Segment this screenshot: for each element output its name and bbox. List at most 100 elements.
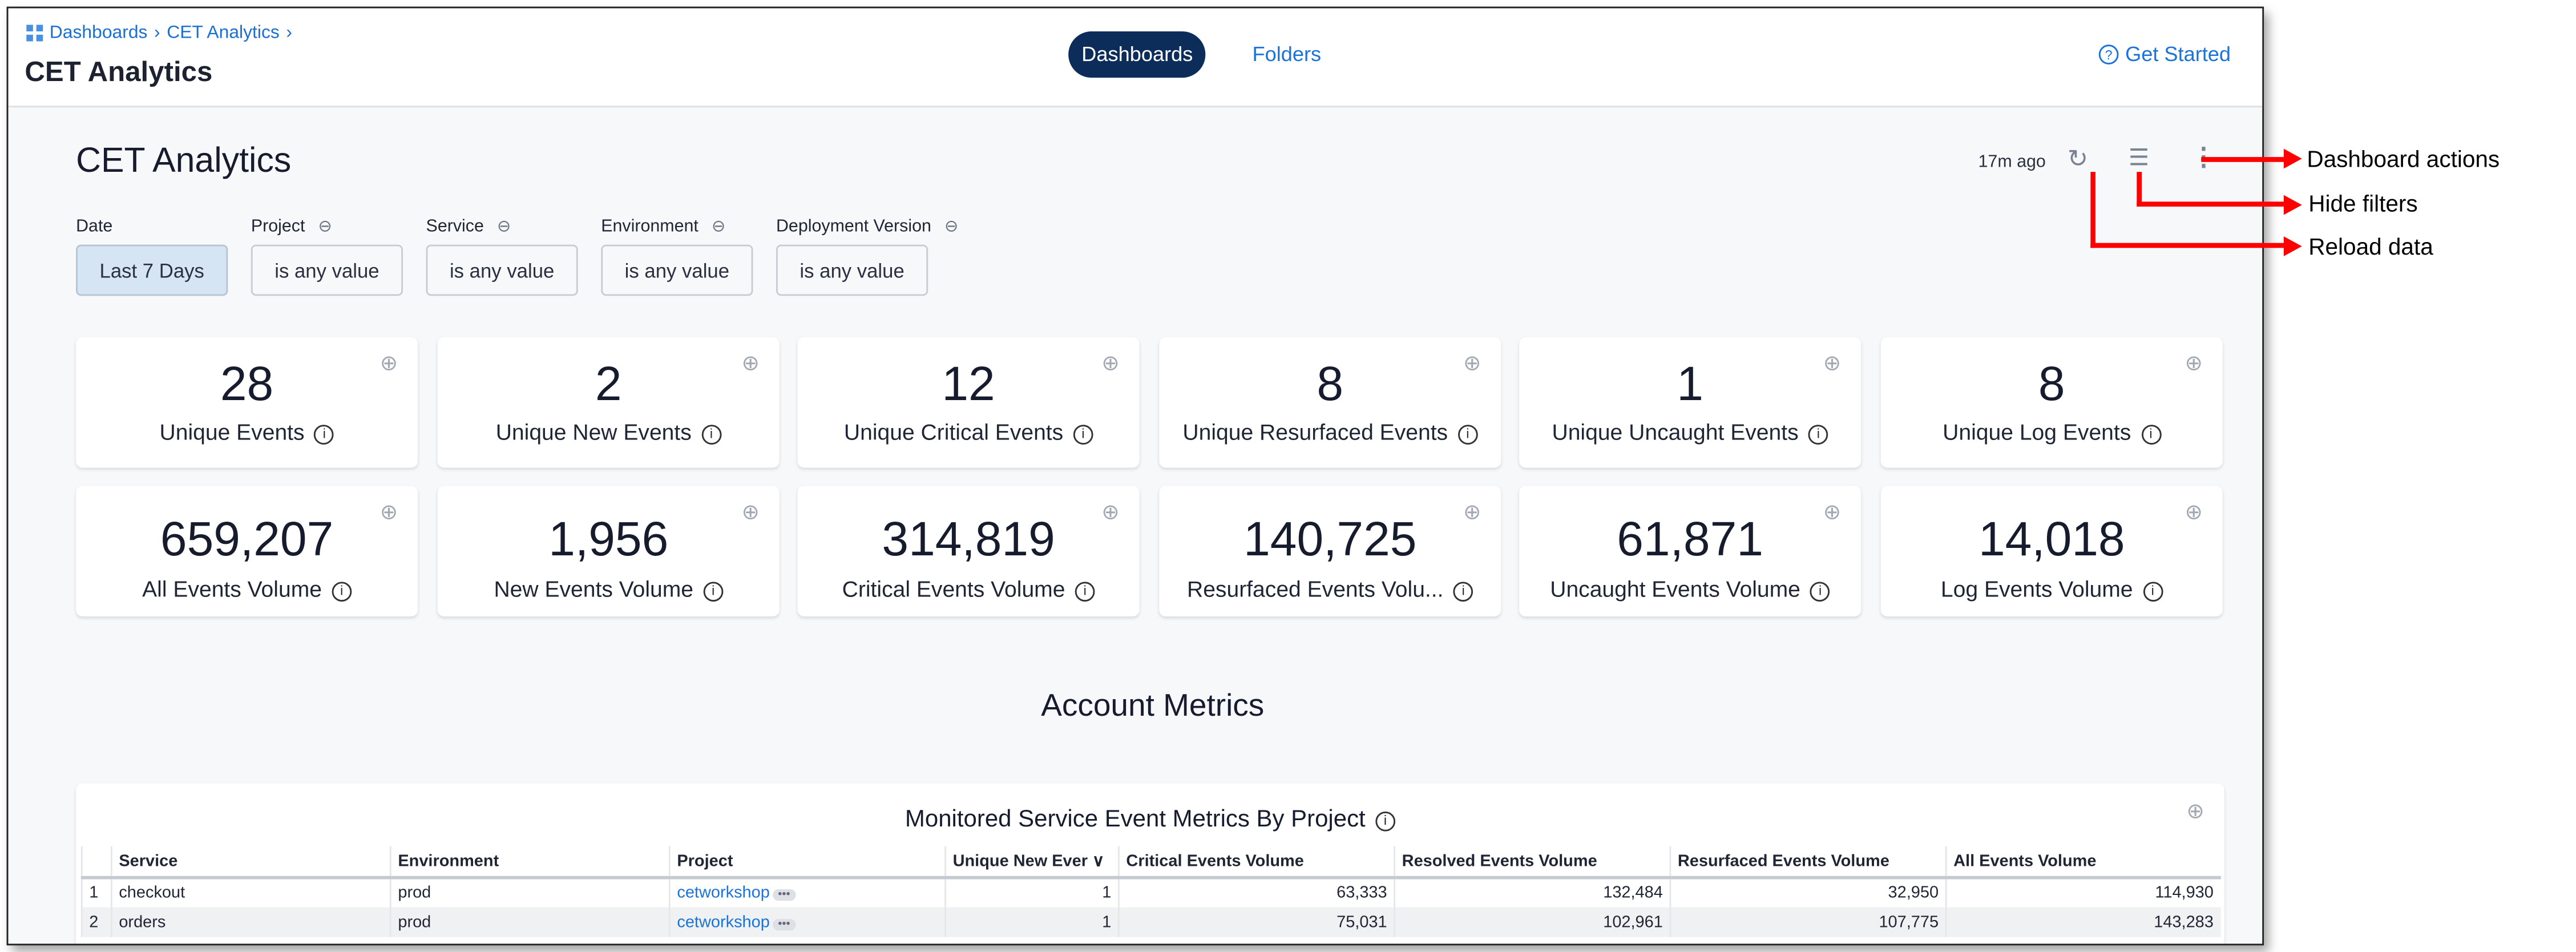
info-icon[interactable]: i [1375, 810, 1395, 831]
info-icon[interactable]: i [1075, 580, 1095, 601]
breadcrumb-dashboards[interactable]: Dashboards [49, 23, 148, 43]
metric-tile[interactable]: 659,207 All Events Volume i ⊕ [76, 486, 418, 617]
metrics-table: Service Environment Project Unique New E… [80, 846, 2220, 937]
metric-value: 1 [1677, 358, 1703, 412]
metric-value: 12 [942, 358, 995, 412]
metric-value: 61,871 [1617, 514, 1763, 567]
annotation-dashboard-actions: Dashboard actions [2307, 145, 2500, 172]
filter-icon[interactable]: ☰ [2128, 143, 2150, 171]
column-header[interactable]: Resurfaced Events Volume [1669, 846, 1947, 880]
metric-tile[interactable]: 8 Unique Log Events i ⊕ [1880, 337, 2223, 468]
globe-icon[interactable]: ⊕ [2185, 350, 2203, 376]
globe-icon[interactable]: ⊕ [1463, 350, 1481, 376]
table-cell: prod [389, 877, 670, 907]
environment-filter[interactable]: is any value [601, 244, 753, 296]
reload-icon[interactable]: ↻ [2067, 145, 2089, 174]
metric-tile[interactable]: 28 Unique Events i ⊕ [76, 337, 418, 468]
metric-tile[interactable]: 61,871 Uncaught Events Volume i ⊕ [1519, 486, 1862, 617]
column-header[interactable]: Service [110, 846, 391, 880]
info-icon[interactable]: i [703, 580, 724, 601]
globe-icon[interactable]: ⊕ [1823, 499, 1842, 524]
link-icon: ⊖ [944, 217, 959, 236]
metric-tile[interactable]: 8 Unique Resurfaced Events i ⊕ [1159, 337, 1501, 468]
globe-icon[interactable]: ⊕ [379, 350, 398, 376]
top-header: Dashboards › CET Analytics › CET Analyti… [8, 8, 2263, 108]
metric-label: Unique Resurfaced Events i [1159, 420, 1501, 445]
info-icon[interactable]: i [2141, 423, 2161, 444]
table-cell: checkout [110, 877, 391, 907]
metric-tile[interactable]: 1,956 New Events Volume i ⊕ [437, 486, 780, 617]
dashboards-grid-icon [26, 25, 43, 42]
project-link[interactable]: cetworkshop [677, 913, 770, 931]
project-link[interactable]: cetworkshop [677, 884, 770, 903]
tab-dashboards[interactable]: Dashboards [1068, 31, 1206, 78]
metric-value: 140,725 [1243, 514, 1417, 567]
page-title: CET Analytics [25, 56, 213, 88]
dashboard-window: Dashboards › CET Analytics › CET Analyti… [6, 6, 2264, 946]
globe-icon[interactable]: ⊕ [1463, 499, 1481, 524]
deployment-version-filter[interactable]: is any value [776, 244, 928, 296]
metric-label: Unique New Events i [438, 420, 780, 445]
column-header-sorted[interactable]: Unique New Ever ∨ [944, 846, 1119, 880]
metric-label: Uncaught Events Volume i [1519, 577, 1861, 602]
date-filter[interactable]: Last 7 Days [76, 244, 228, 296]
metric-label: Unique Critical Events i [798, 420, 1140, 445]
link-icon: ⊖ [712, 217, 726, 236]
table-cell: 132,484 [1394, 877, 1670, 907]
table-cell: 32,950 [1669, 877, 1947, 907]
globe-icon[interactable]: ⊕ [1823, 350, 1842, 376]
metric-tile[interactable]: 314,819 Critical Events Volume i ⊕ [797, 486, 1140, 617]
table-cell: 1 [944, 907, 1119, 937]
info-icon[interactable]: i [332, 580, 352, 601]
metric-label: New Events Volume i [438, 577, 780, 602]
column-header[interactable]: Critical Events Volume [1117, 846, 1395, 880]
project-filter[interactable]: is any value [251, 244, 403, 296]
link-icon: ⊖ [497, 217, 511, 236]
globe-icon[interactable]: ⊕ [741, 499, 760, 524]
info-icon[interactable]: i [1457, 423, 1478, 444]
globe-icon[interactable]: ⊕ [1101, 499, 1120, 524]
table-cell[interactable]: cetworkshop ••• [668, 907, 946, 937]
metric-tile[interactable]: 140,725 Resurfaced Events Volu... i ⊕ [1159, 486, 1501, 617]
metric-tile[interactable]: 14,018 Log Events Volume i ⊕ [1880, 486, 2223, 617]
metric-tile[interactable]: 1 Unique Uncaught Events i ⊕ [1519, 337, 1862, 468]
info-icon[interactable]: i [314, 423, 334, 444]
info-icon[interactable]: i [1073, 423, 1093, 444]
info-icon[interactable]: i [701, 423, 721, 444]
info-icon[interactable]: i [1810, 580, 1830, 601]
table-cell: 114,930 [1945, 877, 2220, 907]
tab-folders[interactable]: Folders [1252, 43, 1322, 66]
table-row: 1 checkout prod cetworkshop ••• 1 63,333 132,48… [80, 877, 2220, 907]
column-header[interactable]: Environment [389, 846, 670, 880]
breadcrumb-cet-analytics[interactable]: CET Analytics [167, 23, 280, 43]
service-filter[interactable]: is any value [426, 244, 578, 296]
globe-icon[interactable]: ⊕ [1101, 350, 1120, 376]
metric-tile[interactable]: 2 Unique New Events i ⊕ [437, 337, 780, 468]
table-cell: 63,333 [1117, 877, 1395, 907]
metric-label: Unique Uncaught Events i [1519, 420, 1861, 445]
globe-icon[interactable]: ⊕ [2185, 499, 2203, 524]
column-header[interactable]: Project [668, 846, 946, 880]
filter-label-date: Date [76, 216, 113, 237]
more-icon[interactable]: ••• [773, 889, 796, 901]
more-icon[interactable]: ••• [773, 918, 796, 930]
metric-tile[interactable]: 12 Unique Critical Events i ⊕ [797, 337, 1140, 468]
metric-label: Resurfaced Events Volu... i [1159, 577, 1501, 602]
table-title: Monitored Service Event Metrics By Proje… [76, 806, 2224, 833]
filter-label-deployment-version: Deployment Version ⊖ [776, 216, 959, 237]
column-header[interactable]: All Events Volume [1945, 846, 2220, 880]
metric-label: Unique Log Events i [1881, 420, 2223, 445]
table-cell[interactable]: cetworkshop ••• [668, 877, 946, 907]
info-icon[interactable]: i [2142, 580, 2163, 601]
globe-icon[interactable]: ⊕ [2186, 798, 2204, 824]
section-title: Account Metrics [1041, 689, 1265, 724]
globe-icon[interactable]: ⊕ [379, 499, 398, 524]
get-started-link[interactable]: ? Get Started [2098, 43, 2231, 66]
table-cell: 1 [944, 877, 1119, 907]
table-cell: 75,031 [1117, 907, 1395, 937]
table-cell: prod [389, 907, 670, 937]
column-header[interactable]: Resolved Events Volume [1394, 846, 1670, 880]
info-icon[interactable]: i [1453, 580, 1473, 601]
globe-icon[interactable]: ⊕ [741, 350, 760, 376]
info-icon[interactable]: i [1808, 423, 1828, 444]
